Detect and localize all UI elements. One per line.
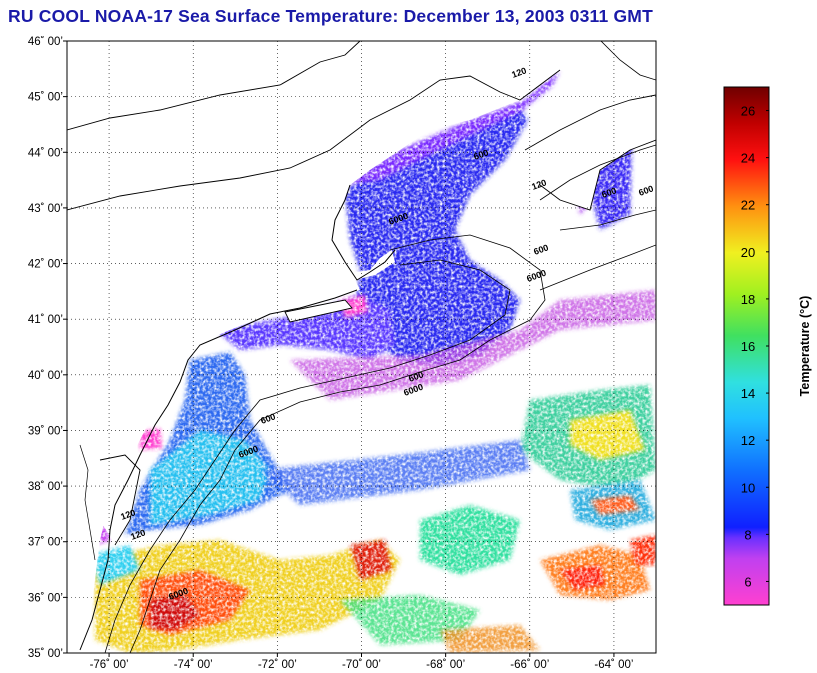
colorbar-tick-label: 24 — [741, 151, 755, 166]
contour-label: 120 — [129, 527, 147, 542]
lon-tick-label: -68˚ 00’ — [426, 659, 465, 671]
latitude-axis: 46˚ 00’ 45˚ 00’ 44˚ 00’ 43˚ 00’ 42˚ 00’ 41˚ 0… — [28, 36, 67, 660]
lat-tick-label: 36˚ 00’ — [28, 592, 63, 604]
contour-labels: 1201206006006006000600600060060006006000… — [119, 65, 655, 602]
contour-label: 120 — [530, 177, 548, 192]
contour-label: 600 — [532, 242, 550, 257]
colorbar-tick-label: 12 — [741, 433, 755, 448]
lat-tick-label: 39˚ 00’ — [28, 425, 63, 437]
lat-tick-label: 46˚ 00’ — [28, 36, 63, 48]
colorbar-tick-label: 10 — [741, 480, 755, 495]
contour-label: 120 — [119, 507, 137, 522]
lat-tick-label: 38˚ 00’ — [28, 481, 63, 493]
colorbar-ticks: 26 24 22 20 18 16 14 12 10 8 6 — [741, 104, 769, 589]
contour-label: 600 — [472, 147, 490, 162]
map-title: RU COOL NOAA-17 Sea Surface Temperature:… — [8, 6, 653, 26]
colorbar-tick-label: 14 — [741, 386, 755, 401]
colorbar-tick-label: 22 — [741, 198, 755, 213]
contour-label: 120 — [510, 65, 528, 80]
colorbar-tick-label: 20 — [741, 245, 755, 260]
colorbar-tick-label: 18 — [741, 292, 755, 307]
contour-label: 600 — [637, 183, 655, 198]
lat-tick-label: 44˚ 00’ — [28, 147, 63, 159]
lat-tick-label: 37˚ 00’ — [28, 537, 63, 549]
lon-tick-label: -70˚ 00’ — [342, 659, 381, 671]
coastlines — [67, 41, 656, 653]
colorbar — [723, 86, 770, 606]
lon-tick-label: -72˚ 00’ — [258, 659, 297, 671]
contour-label: 600 — [407, 369, 425, 384]
colorbar-tick-label: 26 — [741, 104, 755, 119]
lat-tick-label: 42˚ 00’ — [28, 259, 63, 271]
colorbar-tick-label: 6 — [744, 574, 751, 589]
lat-tick-label: 45˚ 00’ — [28, 92, 63, 104]
longitude-axis: -76˚ 00’ -74˚ 00’ -72˚ 00’ -70˚ 00’ -68˚ 00’… — [90, 653, 633, 671]
colorbar-title: Temperature (°C) — [798, 296, 812, 397]
lon-tick-label: -76˚ 00’ — [90, 659, 129, 671]
contour-label: 600 — [259, 411, 277, 426]
contour-label: 600 — [600, 185, 618, 200]
lat-tick-label: 41˚ 00’ — [28, 314, 63, 326]
lat-tick-label: 40˚ 00’ — [28, 370, 63, 382]
lon-tick-label: -74˚ 00’ — [174, 659, 213, 671]
colorbar-tick-label: 16 — [741, 339, 755, 354]
lat-tick-label: 35˚ 00’ — [28, 648, 63, 660]
lat-tick-label: 43˚ 00’ — [28, 203, 63, 215]
sst-field — [67, 41, 656, 653]
lon-tick-label: -66˚ 00’ — [510, 659, 549, 671]
lon-tick-label: -64˚ 00’ — [594, 659, 633, 671]
colorbar-tick-label: 8 — [744, 527, 751, 542]
